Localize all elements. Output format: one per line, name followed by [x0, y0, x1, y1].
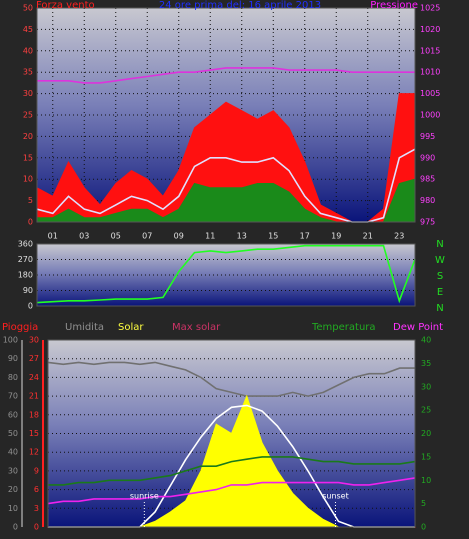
y2-tick-label: 10	[421, 476, 431, 485]
y2-tick-label: 1025	[420, 4, 440, 13]
line	[47, 361, 415, 397]
y-tick-label: 180	[18, 271, 33, 280]
y2-tick-label: 25	[421, 406, 431, 415]
y-tick-label: 60	[8, 410, 18, 419]
line	[47, 477, 416, 505]
line	[37, 67, 415, 84]
y2-tick-label: 1015	[420, 46, 440, 55]
y3-tick-label: 27	[29, 354, 39, 363]
y-tick-label: 40	[8, 448, 18, 457]
y-tick-label: 30	[23, 89, 33, 98]
y2-tick-label: 1010	[420, 68, 440, 77]
y2-tick-label: 995	[420, 132, 435, 141]
line	[36, 244, 416, 304]
y2-axis-title: Pressione	[370, 0, 418, 11]
y-tick-label: 70	[8, 392, 18, 401]
y2-tick-label: 5	[421, 499, 426, 508]
y-tick-label: 10	[23, 175, 33, 184]
y-axis-title: Forza vento	[36, 0, 95, 11]
y3-tick-label: 21	[29, 392, 39, 401]
x-tick-label: 17	[300, 232, 310, 241]
y-tick-label: 90	[23, 286, 33, 295]
y-tick-label: 45	[23, 25, 33, 34]
y-tick-label: 15	[23, 153, 33, 162]
y2-tick-label: 1020	[420, 25, 440, 34]
y2-tick-label: 15	[421, 452, 431, 461]
direction-label: S	[437, 271, 443, 282]
y-tick-label: 20	[8, 485, 18, 494]
annotation: sunrise	[130, 492, 159, 501]
y-tick-label: 10	[8, 504, 18, 513]
chart-title: 24 ore prima del: 16 aprile 2013	[159, 0, 321, 11]
y3-tick-label: 24	[29, 373, 39, 382]
y-tick-label: 35	[23, 68, 33, 77]
y3-tick-label: 18	[29, 410, 39, 419]
legend-label: Umidita	[65, 322, 104, 333]
y2-tick-label: 985	[420, 175, 435, 184]
direction-label: E	[437, 287, 443, 298]
y-tick-label: 20	[23, 132, 33, 141]
y3-tick-label: 6	[34, 485, 39, 494]
y3-tick-label: 0	[34, 523, 39, 532]
y2-tick-label: 40	[421, 336, 431, 345]
x-tick-label: 07	[142, 232, 152, 241]
y2-tick-label: 35	[421, 359, 431, 368]
legend-label: Dew Point	[393, 322, 443, 333]
legend-label: Solar	[118, 322, 144, 333]
x-tick-label: 03	[79, 232, 89, 241]
legend-label: Max solar	[172, 322, 221, 333]
direction-label: W	[435, 255, 445, 266]
y-tick-label: 50	[23, 4, 33, 13]
y-tick-label: 25	[23, 111, 33, 120]
area	[36, 178, 416, 223]
y3-tick-label: 12	[29, 448, 39, 457]
x-tick-label: 15	[268, 232, 278, 241]
y-tick-label: 80	[8, 373, 18, 382]
y2-tick-label: 30	[421, 382, 431, 391]
y2-tick-label: 20	[421, 429, 431, 438]
y3-tick-label: 9	[34, 466, 39, 475]
plot-border	[47, 339, 416, 528]
y-tick-label: 100	[3, 336, 18, 345]
y2-tick-label: 1005	[420, 89, 440, 98]
y2-tick-label: 980	[420, 196, 435, 205]
plot-border	[36, 7, 416, 223]
y2-tick-label: 975	[420, 218, 435, 227]
y-tick-label: 270	[18, 255, 33, 264]
line	[48, 456, 416, 486]
y2-tick-label: 1000	[420, 111, 440, 120]
x-tick-label: 09	[174, 232, 184, 241]
x-tick-label: 01	[48, 232, 58, 241]
x-tick-label: 11	[205, 232, 215, 241]
y-tick-label: 40	[23, 46, 33, 55]
plot-area	[37, 244, 415, 306]
y3-tick-label: 15	[29, 429, 39, 438]
x-tick-label: 21	[363, 232, 373, 241]
x-tick-label: 19	[331, 232, 341, 241]
plot-border	[36, 243, 416, 307]
y-tick-label: 360	[18, 240, 33, 249]
y-tick-label: 0	[13, 523, 18, 532]
y2-tick-label: 990	[420, 153, 435, 162]
y-tick-label: 0	[28, 302, 33, 311]
y3-tick-label: 30	[29, 336, 39, 345]
y-tick-label: 5	[28, 196, 33, 205]
legend-label: Pioggia	[2, 322, 38, 333]
direction-label: N	[436, 239, 443, 250]
x-tick-label: 13	[237, 232, 247, 241]
y-tick-label: 90	[8, 354, 18, 363]
y-tick-label: 50	[8, 429, 18, 438]
legend-label: Temperatura	[311, 322, 376, 333]
y3-tick-label: 3	[34, 504, 39, 513]
y-tick-label: 30	[8, 466, 18, 475]
direction-label: N	[436, 303, 443, 314]
y-tick-label: 0	[28, 218, 33, 227]
x-tick-label: 05	[111, 232, 121, 241]
annotation: sunset	[322, 492, 349, 501]
x-tick-label: 23	[394, 232, 404, 241]
y2-tick-label: 0	[421, 523, 426, 532]
